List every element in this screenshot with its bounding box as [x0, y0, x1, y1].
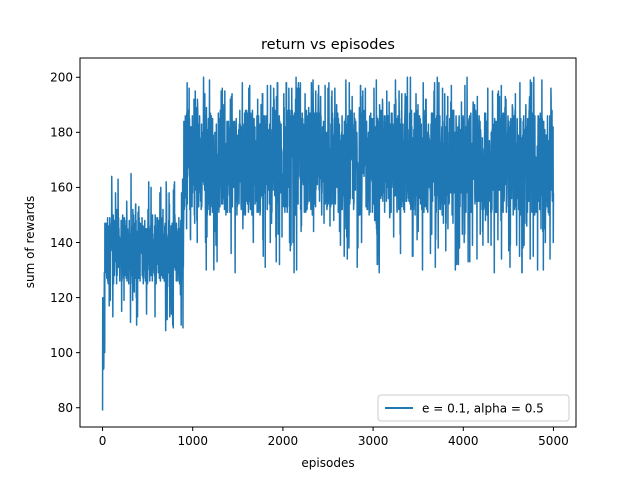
series-line [101, 76, 555, 411]
x-axis-ticks: 0 1000 2000 3000 4000 5000 [99, 427, 569, 448]
y-axis-ticks: 80 100 120 140 160 180 200 [50, 71, 80, 415]
y-tick-label: 140 [50, 236, 73, 250]
series-layer [101, 76, 555, 411]
x-tick-label: 5000 [538, 434, 569, 448]
x-tick-label: 3000 [358, 434, 389, 448]
chart-title: return vs episodes [261, 37, 395, 53]
y-tick-label: 200 [50, 71, 73, 85]
x-tick-label: 2000 [268, 434, 299, 448]
y-tick-label: 100 [50, 346, 73, 360]
x-tick-label: 4000 [448, 434, 479, 448]
legend: e = 0.1, alpha = 0.5 [377, 394, 570, 422]
y-tick-label: 180 [50, 126, 73, 140]
y-tick-label: 80 [58, 401, 73, 415]
x-tick-label: 1000 [177, 434, 208, 448]
legend-box [377, 394, 570, 422]
x-axis-label: episodes [301, 456, 354, 470]
x-tick-label: 0 [99, 434, 107, 448]
legend-label: e = 0.1, alpha = 0.5 [422, 402, 544, 416]
y-tick-label: 160 [50, 181, 73, 195]
y-axis-label: sum of rewards [23, 196, 37, 289]
y-tick-label: 120 [50, 291, 73, 305]
